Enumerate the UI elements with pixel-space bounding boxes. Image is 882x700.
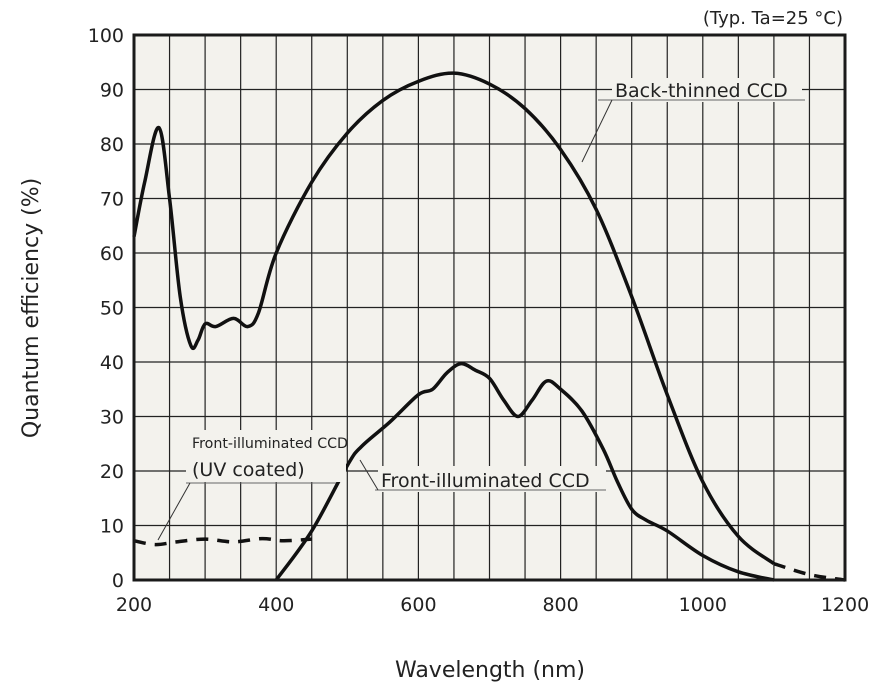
label-front-illuminated: Front-illuminated CCD	[381, 470, 590, 492]
y-tick-label: 60	[100, 243, 124, 265]
annotation-uv-coated: Front-illuminated CCD (UV coated)	[157, 430, 348, 541]
y-tick-label: 70	[100, 189, 124, 211]
x-axis-label: Wavelength (nm)	[395, 658, 585, 683]
y-tick-label: 40	[100, 352, 124, 374]
x-tick-label: 400	[258, 594, 294, 616]
plot-frame	[132, 33, 847, 582]
y-tick-label: 80	[100, 134, 124, 156]
x-tick-label: 600	[400, 594, 436, 616]
x-tick-label: 200	[116, 594, 152, 616]
y-tick-label: 90	[100, 80, 124, 102]
label-back-thinned: Back-thinned CCD	[615, 80, 788, 102]
x-tick-label: 1000	[679, 594, 727, 616]
y-tick-label: 10	[100, 516, 124, 538]
x-tick-label: 1200	[821, 594, 869, 616]
y-tick-label: 50	[100, 298, 124, 320]
y-tick-label: 0	[112, 570, 124, 592]
label-uv-coated-line2: (UV coated)	[192, 459, 305, 481]
y-tick-label: 30	[100, 407, 124, 429]
y-tick-label: 100	[88, 25, 124, 47]
annotation-front-illuminated: Front-illuminated CCD	[359, 459, 606, 492]
y-axis-label: Quantum efficiency (%)	[19, 178, 44, 438]
x-tick-label: 800	[542, 594, 578, 616]
y-tick-label: 20	[100, 461, 124, 483]
series-front-illuminated-ccd-uv-coated	[133, 536, 312, 547]
annotation-back-thinned: Back-thinned CCD	[581, 78, 805, 163]
series-back-thinned-ccd	[132, 71, 775, 566]
label-uv-coated-line1: Front-illuminated CCD	[192, 436, 348, 452]
series-front-illuminated-ccd	[274, 361, 775, 582]
condition-note: (Typ. Ta=25 °C)	[703, 8, 843, 29]
